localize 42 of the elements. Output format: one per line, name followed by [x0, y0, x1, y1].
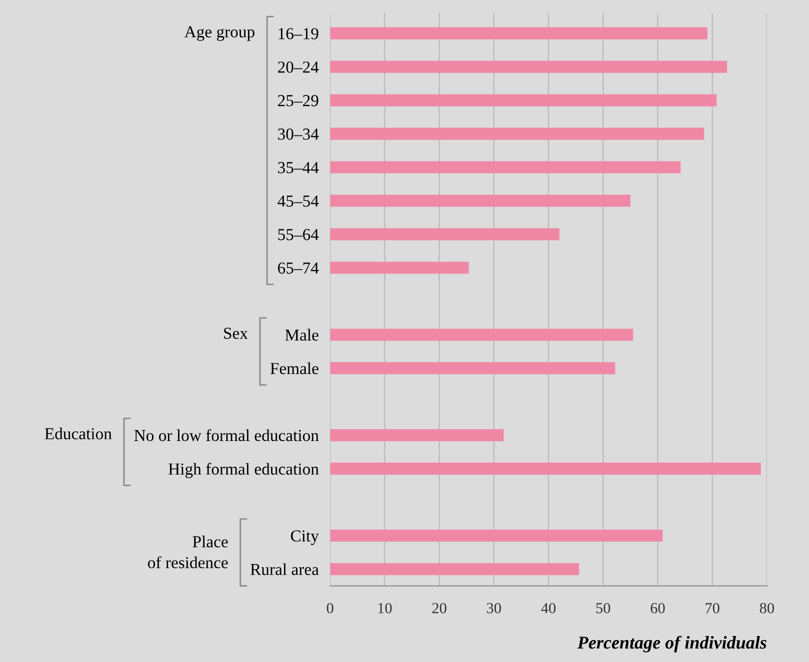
y-tick-label: 55–64 [278, 229, 319, 240]
bar [330, 94, 717, 106]
y-tick-label: 30–34 [278, 128, 319, 140]
text: Age group [184, 26, 254, 41]
y-tick-label: 16–19 [278, 28, 318, 40]
bar [330, 462, 761, 475]
y-tick-label: High formal education [168, 462, 319, 478]
y-tick-label: 35–44 [278, 162, 319, 174]
x-tick-label: 60 [650, 602, 665, 614]
bar [330, 362, 616, 374]
x-tick-label: 50 [596, 602, 610, 614]
bar [330, 194, 630, 207]
x-tick-label: 80 [760, 602, 774, 614]
y-tick-label: Female [270, 362, 318, 374]
text: Education [44, 428, 112, 440]
y-tick-label: 45–54 [278, 196, 319, 207]
y-tick-label: City [290, 530, 319, 545]
bar [330, 128, 704, 140]
x-axis-title: Percentage of individuals [577, 636, 766, 652]
x-tick-label: 30 [486, 602, 501, 614]
y-tick-label: Male [285, 328, 318, 341]
y-tick-label: 25–29 [278, 95, 318, 106]
bar [330, 228, 560, 240]
bar [330, 60, 728, 73]
bar [330, 530, 663, 542]
y-tick-label: Rural area [250, 563, 319, 576]
bar [330, 328, 634, 341]
text: Sex [224, 328, 248, 339]
x-tick-label: 0 [326, 602, 334, 614]
bar [330, 161, 681, 174]
y-tick-label: No or low formal education [134, 429, 319, 442]
text: Place of residence [148, 536, 228, 568]
x-tick-label: 40 [541, 602, 556, 614]
x-tick-label: 70 [706, 602, 720, 614]
y-tick-label: 65–74 [278, 262, 319, 274]
bar [330, 27, 708, 40]
x-tick-label: 10 [378, 602, 392, 614]
bar [330, 262, 469, 274]
bar [330, 563, 580, 576]
bar [330, 429, 504, 442]
x-tick-label: 20 [432, 602, 446, 614]
y-tick-label: 20–24 [278, 62, 319, 73]
